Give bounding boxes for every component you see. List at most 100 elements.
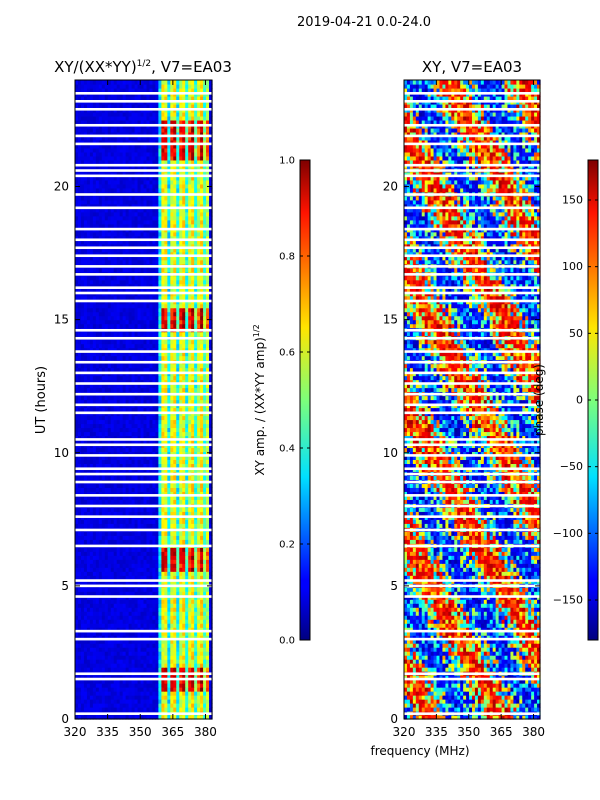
heatmap-cell	[161, 407, 165, 413]
heatmap-cell	[173, 567, 177, 572]
heatmap-cell	[173, 683, 177, 688]
heatmap-cell	[176, 307, 180, 313]
heatmap-cell	[152, 375, 157, 381]
heatmap-cell	[152, 587, 157, 592]
heatmap-cell	[107, 383, 112, 389]
heatmap-cell	[131, 563, 136, 568]
heatmap-cell	[95, 555, 100, 560]
heatmap-cell	[161, 287, 165, 293]
heatmap-cell	[143, 611, 148, 616]
heatmap-cell	[209, 351, 213, 357]
heatmap-cell	[101, 623, 106, 628]
heatmap-cell	[167, 367, 171, 373]
heatmap-cell	[158, 419, 162, 425]
heatmap-cell	[203, 563, 207, 568]
heatmap-cell	[164, 607, 168, 612]
heatmap-cell	[182, 523, 186, 528]
heatmap-cell	[188, 587, 192, 592]
heatmap-cell	[209, 683, 213, 688]
heatmap-cell	[143, 427, 148, 433]
heatmap-cell	[194, 587, 198, 592]
heatmap-cell	[146, 687, 151, 692]
heatmap-cell	[101, 283, 106, 289]
heatmap-cell	[128, 491, 133, 496]
heatmap-cell	[104, 431, 109, 437]
heatmap-cell	[143, 315, 148, 321]
heatmap-cell	[197, 611, 201, 616]
heatmap-cell	[185, 399, 189, 405]
heatmap-cell	[101, 363, 106, 369]
heatmap-cell	[128, 563, 133, 568]
heatmap-cell	[128, 323, 133, 329]
heatmap-cell	[167, 555, 171, 560]
heatmap-cell	[191, 383, 195, 389]
heatmap-cell	[143, 415, 148, 421]
heatmap-cell	[86, 447, 91, 453]
heatmap-cell	[194, 383, 198, 389]
heatmap-cell	[95, 551, 100, 556]
heatmap-cell	[167, 431, 171, 437]
heatmap-cell	[200, 599, 204, 604]
heatmap-cell	[134, 303, 139, 309]
heatmap-cell	[95, 399, 100, 405]
heatmap-cell	[206, 363, 210, 369]
heatmap-cell	[185, 547, 189, 552]
heatmap-cell	[80, 415, 85, 421]
heatmap-cell	[98, 531, 103, 536]
heatmap-cell	[75, 491, 79, 496]
heatmap-cell	[113, 539, 118, 544]
heatmap-cell	[173, 295, 177, 301]
heatmap-cell	[134, 319, 139, 325]
heatmap-cell	[167, 287, 171, 293]
heatmap-cell	[86, 415, 91, 421]
heatmap-cell	[110, 483, 115, 488]
heatmap-cell	[116, 495, 121, 500]
heatmap-cell	[185, 695, 189, 700]
heatmap-cell	[95, 351, 100, 357]
heatmap-cell	[173, 531, 177, 536]
heatmap-cell	[128, 407, 133, 413]
heatmap-cell	[77, 395, 82, 401]
heatmap-cell	[104, 303, 109, 309]
heatmap-cell	[179, 715, 183, 720]
heatmap-cell	[203, 483, 207, 488]
heatmap-cell	[173, 395, 177, 401]
heatmap-cell	[83, 675, 88, 680]
heatmap-cell	[92, 483, 97, 488]
heatmap-cell	[137, 651, 142, 656]
heatmap-cell	[125, 375, 130, 381]
heatmap-cell	[77, 375, 82, 381]
heatmap-cell	[86, 319, 91, 325]
heatmap-cell	[164, 683, 168, 688]
heatmap-cell	[167, 627, 171, 632]
heatmap-cell	[95, 367, 100, 373]
heatmap-cell	[173, 427, 177, 433]
heatmap-cell	[197, 287, 201, 293]
heatmap-cell	[200, 427, 204, 433]
heatmap-cell	[86, 483, 91, 488]
heatmap-cell	[173, 655, 177, 660]
heatmap-cell	[197, 407, 201, 413]
heatmap-cell	[158, 431, 162, 437]
heatmap-cell	[77, 555, 82, 560]
heatmap-cell	[173, 663, 177, 668]
heatmap-cell	[152, 283, 157, 289]
heatmap-cell	[206, 603, 210, 608]
heatmap-cell	[122, 423, 127, 429]
heatmap-cell	[158, 615, 162, 620]
heatmap-cell	[98, 539, 103, 544]
heatmap-cell	[98, 495, 103, 500]
heatmap-cell	[98, 383, 103, 389]
heatmap-cell	[128, 303, 133, 309]
heatmap-cell	[197, 707, 201, 712]
heatmap-cell	[75, 591, 79, 596]
heatmap-cell	[75, 519, 79, 524]
heatmap-cell	[80, 451, 85, 457]
heatmap-cell	[140, 455, 145, 460]
heatmap-cell	[179, 507, 183, 512]
heatmap-cell	[197, 615, 201, 620]
heatmap-cell	[119, 667, 124, 672]
heatmap-cell	[101, 507, 106, 512]
heatmap-cell	[89, 495, 94, 500]
heatmap-cell	[173, 347, 177, 353]
